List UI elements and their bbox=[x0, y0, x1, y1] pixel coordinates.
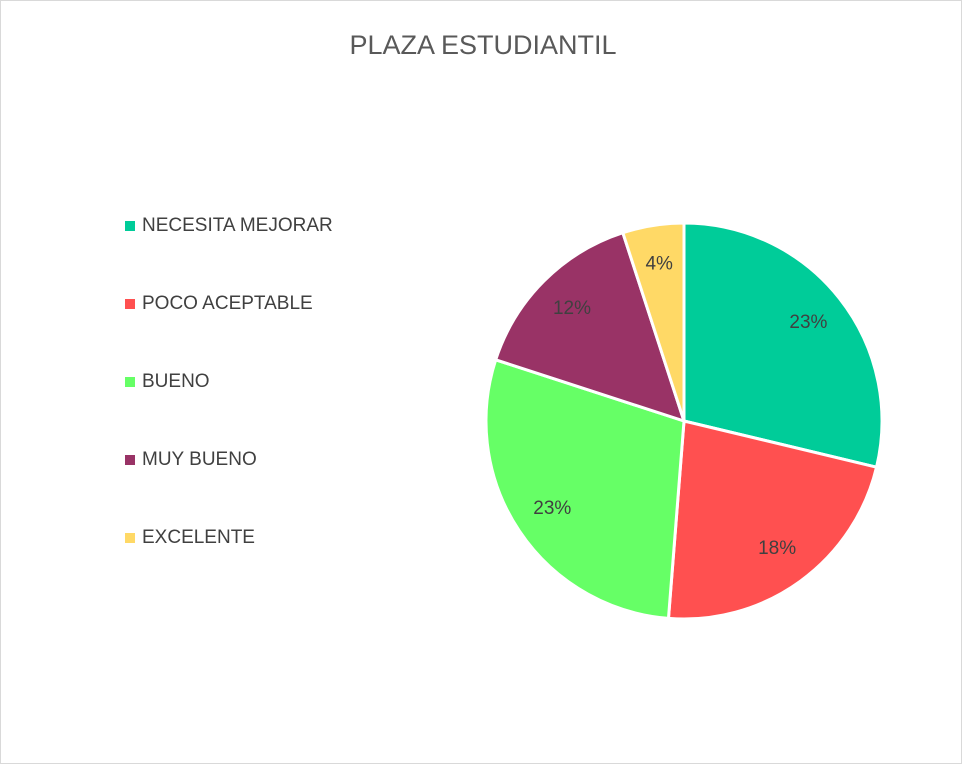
data-label: 18% bbox=[758, 538, 796, 559]
legend-swatch bbox=[125, 533, 135, 543]
data-label: 23% bbox=[789, 312, 827, 333]
legend-swatch bbox=[125, 455, 135, 465]
pie-slice bbox=[682, 221, 884, 470]
pie-slice bbox=[620, 221, 686, 422]
legend-swatch bbox=[125, 299, 135, 309]
legend-label: EXCELENTE bbox=[142, 527, 255, 548]
data-label: 23% bbox=[533, 498, 571, 519]
legend-swatch bbox=[125, 221, 135, 231]
legend-label: MUY BUENO bbox=[142, 449, 257, 470]
legend-label: NECESITA MEJORAR bbox=[142, 215, 333, 236]
data-label: 4% bbox=[645, 254, 673, 275]
legend-label: POCO ACEPTABLE bbox=[142, 293, 313, 314]
data-label: 12% bbox=[553, 298, 591, 319]
chart-title: PLAZA ESTUDIANTIL bbox=[349, 30, 616, 60]
legend-label: BUENO bbox=[142, 371, 210, 392]
pie-slice bbox=[484, 357, 686, 621]
pie-slice bbox=[666, 419, 879, 621]
legend-swatch bbox=[125, 377, 135, 387]
